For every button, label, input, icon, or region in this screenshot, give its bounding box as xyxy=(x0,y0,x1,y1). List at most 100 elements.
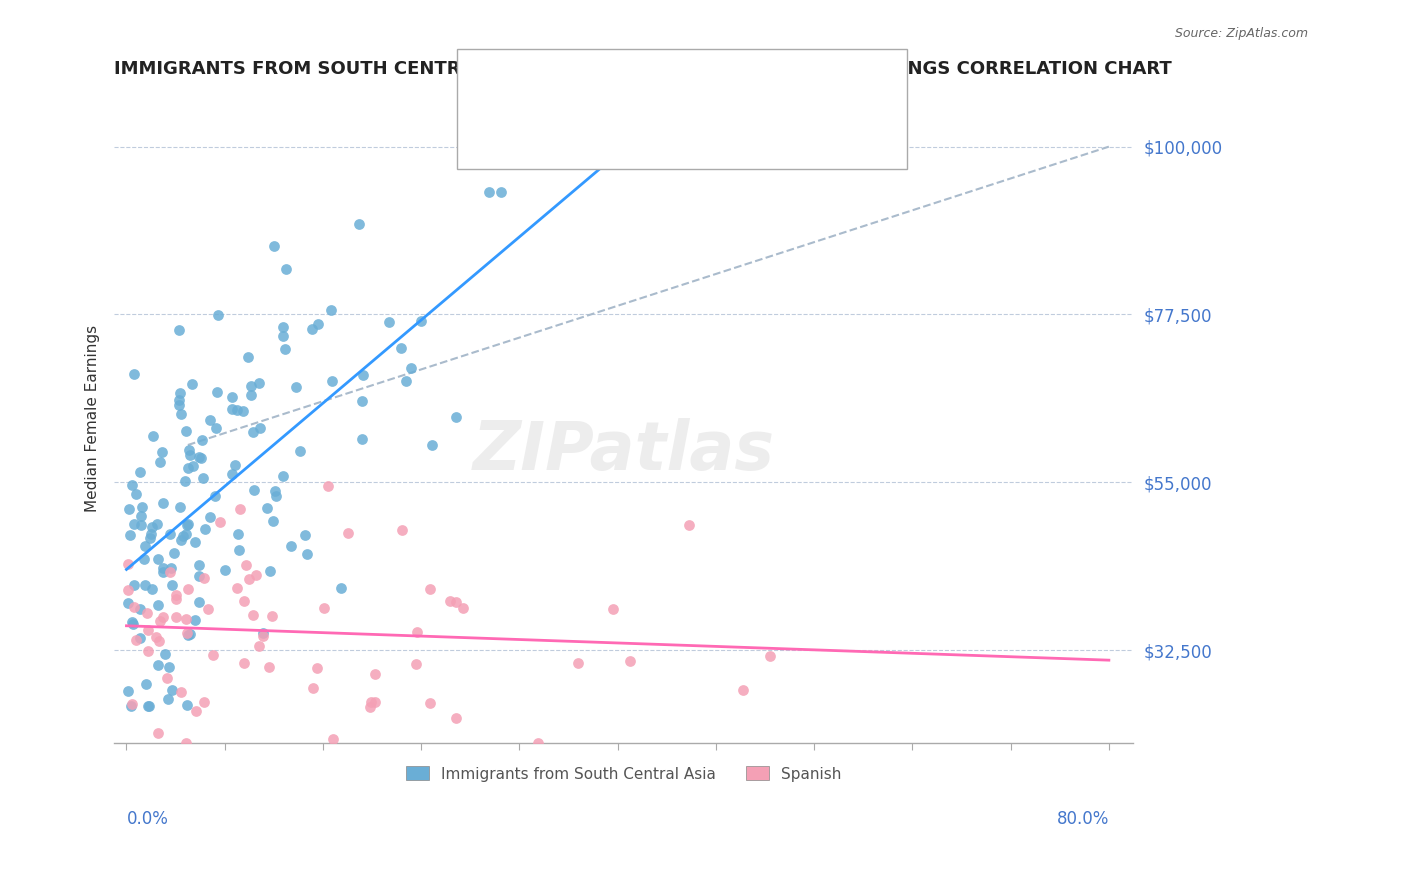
Point xyxy=(157,660,180,674)
Point xyxy=(409,314,432,328)
Point xyxy=(478,185,501,199)
Point xyxy=(316,479,339,493)
Point xyxy=(419,696,441,710)
Point xyxy=(134,552,156,566)
Point xyxy=(125,486,148,500)
Text: 67: 67 xyxy=(647,125,669,143)
Text: R =: R = xyxy=(517,76,554,94)
Point xyxy=(205,421,228,435)
Point xyxy=(225,403,247,417)
Point xyxy=(336,525,359,540)
Text: ■: ■ xyxy=(492,75,513,95)
Point xyxy=(160,561,183,575)
Point xyxy=(228,542,250,557)
Point xyxy=(352,394,374,409)
Point xyxy=(602,602,624,616)
Point xyxy=(131,500,153,514)
Point xyxy=(198,509,221,524)
Point xyxy=(271,469,294,483)
Point xyxy=(236,350,259,364)
Point xyxy=(307,317,329,331)
Point xyxy=(117,684,139,698)
Point xyxy=(193,571,215,585)
Point xyxy=(271,329,294,343)
Point xyxy=(136,644,159,658)
Point xyxy=(444,711,467,725)
Point xyxy=(184,613,207,627)
Point xyxy=(391,341,413,355)
Point xyxy=(352,432,374,446)
Point xyxy=(167,398,190,412)
Point xyxy=(141,520,163,534)
Point xyxy=(405,624,427,639)
Point xyxy=(252,626,274,640)
Text: 0.495: 0.495 xyxy=(555,76,607,94)
Point xyxy=(245,568,267,582)
Point xyxy=(179,448,201,462)
Point xyxy=(259,564,281,578)
Point xyxy=(312,600,335,615)
Point xyxy=(201,648,224,663)
Point xyxy=(129,509,152,524)
Point xyxy=(152,565,174,579)
Point xyxy=(156,691,179,706)
Point xyxy=(146,726,169,740)
Text: -0.119: -0.119 xyxy=(555,125,614,143)
Point xyxy=(260,609,283,624)
Point xyxy=(444,409,467,424)
Point xyxy=(214,563,236,577)
Point xyxy=(302,681,325,695)
Point xyxy=(125,632,148,647)
Point xyxy=(395,374,418,388)
Point xyxy=(167,323,190,337)
Point xyxy=(167,393,190,408)
Point xyxy=(138,699,160,714)
Point xyxy=(264,484,287,499)
Point xyxy=(181,458,204,473)
Point xyxy=(136,624,159,638)
Point xyxy=(288,444,311,458)
Point xyxy=(233,594,256,608)
Point xyxy=(243,483,266,497)
Point xyxy=(122,600,145,615)
Point xyxy=(284,379,307,393)
Point xyxy=(321,374,343,388)
Point xyxy=(405,657,427,671)
Point xyxy=(364,667,387,681)
Point xyxy=(134,540,156,554)
Point xyxy=(152,496,174,510)
Point xyxy=(139,531,162,545)
Point xyxy=(129,518,152,533)
Point xyxy=(176,517,198,532)
Point xyxy=(240,388,263,402)
Point xyxy=(150,444,173,458)
Point xyxy=(155,671,177,685)
Point xyxy=(238,572,260,586)
Point xyxy=(179,442,201,457)
Point xyxy=(170,685,193,699)
Point xyxy=(491,185,513,199)
Point xyxy=(177,582,200,596)
Point xyxy=(117,582,139,597)
Point xyxy=(129,466,152,480)
Point xyxy=(420,438,443,452)
Point xyxy=(122,577,145,591)
Point xyxy=(619,654,641,668)
Point xyxy=(391,523,413,537)
Point xyxy=(117,596,139,610)
Point xyxy=(146,516,169,531)
Point xyxy=(280,540,302,554)
Point xyxy=(121,615,143,629)
Point xyxy=(221,467,243,482)
Point xyxy=(301,321,323,335)
Point xyxy=(733,683,755,698)
Point xyxy=(180,376,202,391)
Point xyxy=(197,602,219,616)
Point xyxy=(360,695,382,709)
Text: N =: N = xyxy=(612,76,648,94)
Point xyxy=(256,500,278,515)
Point xyxy=(174,612,197,626)
Point xyxy=(160,683,183,698)
Point xyxy=(276,262,298,277)
Point xyxy=(191,434,214,448)
